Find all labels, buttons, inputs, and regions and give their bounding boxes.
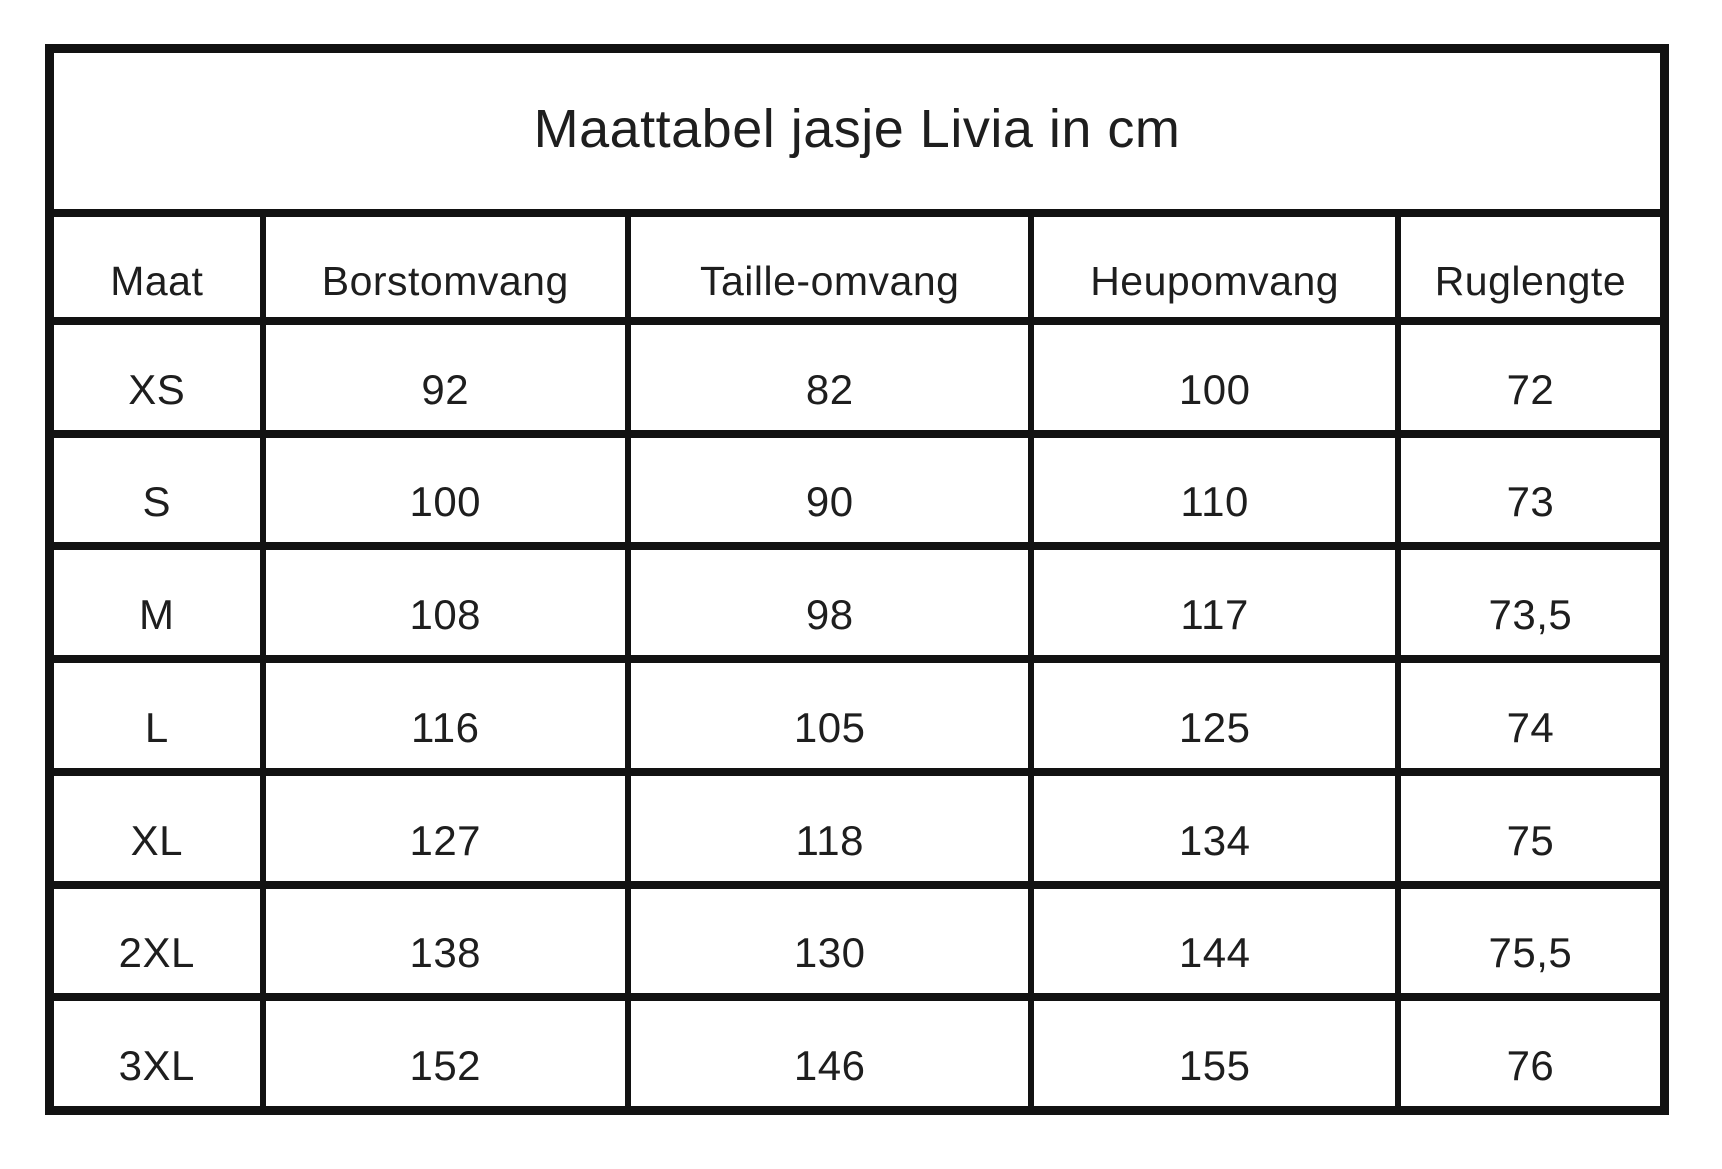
value-cell-rug: 72	[1400, 325, 1660, 430]
value-cell-taille: 146	[630, 1001, 1029, 1106]
size-cell-m: M	[54, 550, 260, 656]
value-cell-taille: 98	[630, 550, 1029, 656]
value-cell-rug: 73	[1400, 437, 1660, 543]
value-cell-borst: 100	[265, 437, 625, 543]
value-cell-borst: 108	[265, 550, 625, 656]
value-cell-taille: 118	[630, 775, 1029, 881]
value-cell-heup: 144	[1034, 888, 1395, 994]
size-cell-xs: XS	[54, 325, 260, 430]
value-cell-taille: 90	[630, 437, 1029, 543]
value-cell-heup: 155	[1034, 1001, 1395, 1106]
value-cell-heup: 125	[1034, 663, 1395, 768]
size-cell-3xl: 3XL	[54, 1001, 260, 1106]
size-cell-2xl: 2XL	[54, 888, 260, 994]
table-title: Maattabel jasje Livia in cm	[54, 53, 1660, 209]
column-header-maat: Maat	[54, 217, 260, 317]
value-cell-borst: 152	[265, 1001, 625, 1106]
size-cell-l: L	[54, 663, 260, 768]
value-cell-rug: 75	[1400, 775, 1660, 881]
value-cell-borst: 127	[265, 775, 625, 881]
value-cell-heup: 134	[1034, 775, 1395, 881]
value-cell-taille: 130	[630, 888, 1029, 994]
column-header-borstomvang: Borstomvang	[265, 217, 625, 317]
value-cell-heup: 110	[1034, 437, 1395, 543]
value-cell-rug: 73,5	[1400, 550, 1660, 656]
size-table: Maattabel jasje Livia in cm Maat Borstom…	[45, 44, 1669, 1115]
column-header-heupomvang: Heupomvang	[1034, 217, 1395, 317]
value-cell-taille: 105	[630, 663, 1029, 768]
column-header-taille-omvang: Taille-omvang	[630, 217, 1029, 317]
size-cell-xl: XL	[54, 775, 260, 881]
value-cell-taille: 82	[630, 325, 1029, 430]
value-cell-heup: 117	[1034, 550, 1395, 656]
column-header-ruglengte: Ruglengte	[1400, 217, 1660, 317]
size-cell-s: S	[54, 437, 260, 543]
value-cell-borst: 92	[265, 325, 625, 430]
value-cell-borst: 138	[265, 888, 625, 994]
value-cell-borst: 116	[265, 663, 625, 768]
value-cell-rug: 74	[1400, 663, 1660, 768]
value-cell-rug: 75,5	[1400, 888, 1660, 994]
value-cell-rug: 76	[1400, 1001, 1660, 1106]
value-cell-heup: 100	[1034, 325, 1395, 430]
